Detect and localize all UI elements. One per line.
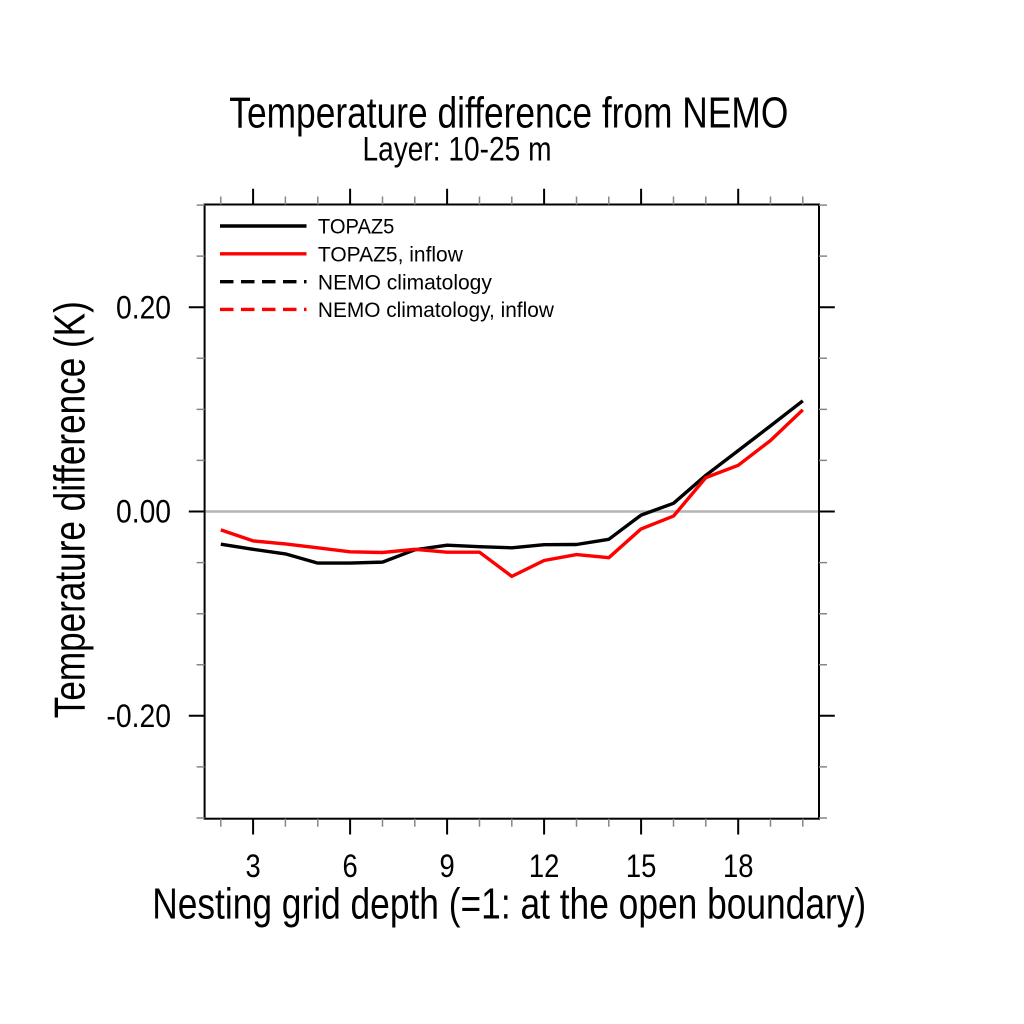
svg-text:NEMO climatology: NEMO climatology — [318, 271, 492, 294]
svg-text:0.20: 0.20 — [116, 289, 171, 325]
svg-text:Nesting grid depth (=1: at the: Nesting grid depth (=1: at the open boun… — [152, 881, 866, 929]
svg-text:Temperature difference (K): Temperature difference (K) — [47, 301, 95, 718]
svg-text:6: 6 — [343, 848, 358, 884]
svg-text:15: 15 — [626, 848, 657, 884]
svg-text:-0.20: -0.20 — [107, 698, 172, 734]
svg-text:3: 3 — [246, 848, 261, 884]
svg-text:Layer: 10-25 m: Layer: 10-25 m — [363, 131, 552, 169]
svg-text:12: 12 — [529, 848, 560, 884]
svg-text:9: 9 — [440, 848, 455, 884]
svg-text:18: 18 — [723, 848, 754, 884]
svg-text:0.00: 0.00 — [116, 494, 171, 530]
svg-text:TOPAZ5, inflow: TOPAZ5, inflow — [318, 243, 464, 266]
svg-text:TOPAZ5: TOPAZ5 — [318, 216, 395, 239]
svg-text:NEMO climatology, inflow: NEMO climatology, inflow — [318, 299, 555, 322]
svg-text:Temperature difference from NE: Temperature difference from NEMO — [229, 90, 788, 138]
